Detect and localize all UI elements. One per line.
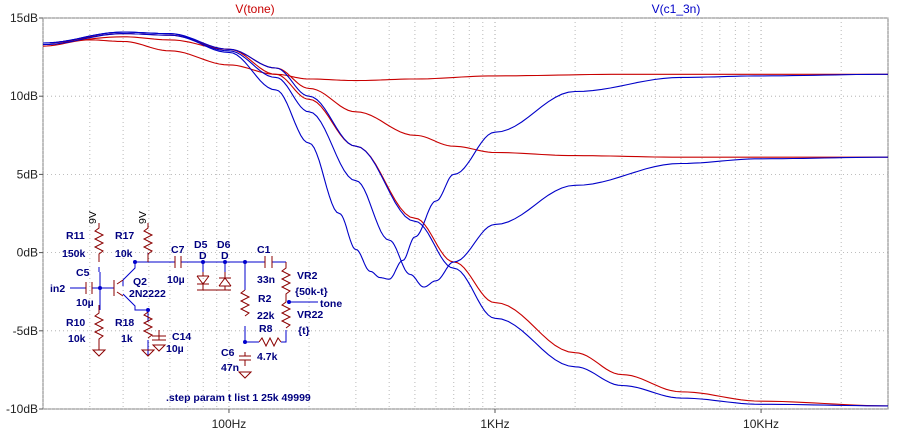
vr2-value: {50k-t} [295, 286, 328, 298]
node [201, 260, 205, 264]
node [98, 286, 102, 290]
r2-value: 22k [257, 310, 275, 322]
ground-symbols [91, 289, 253, 379]
trace-blue-low[interactable] [42, 31, 889, 407]
c1-label: C1 [257, 244, 271, 256]
x-tick-label: 1KHz [480, 417, 509, 431]
d5-value: D [199, 250, 207, 262]
r17-label: R17 [115, 230, 134, 242]
trace-red-flat-high[interactable] [42, 39, 888, 82]
c7-label: C7 [171, 244, 185, 256]
c6-label: C6 [221, 347, 235, 359]
node [287, 300, 291, 304]
r10-value: 10k [68, 333, 86, 345]
r11-supply: 9V [87, 211, 99, 224]
legend-tone[interactable]: V(tone) [235, 2, 274, 16]
resistor-r8 [258, 336, 282, 348]
resistor-r17 [142, 223, 154, 262]
capacitor-c14 [152, 330, 166, 341]
d6-value: D [221, 250, 229, 262]
r2-label: R2 [258, 293, 272, 305]
d5-label: D5 [194, 239, 208, 251]
r8-value: 4.7k [257, 351, 278, 363]
transistor-q2 [113, 279, 124, 297]
capacitor-c6 [239, 352, 251, 366]
trace-red-mid[interactable] [42, 36, 888, 158]
y-tick-label: 5dB [17, 167, 38, 181]
x-tick-label: 10KHz [743, 417, 779, 431]
r11-value: 150k [62, 248, 86, 260]
d6-label: D6 [217, 239, 231, 251]
c1-value: 33n [257, 274, 275, 286]
tone-label: tone [320, 298, 342, 310]
input-label: in2 [50, 283, 65, 295]
node [223, 260, 227, 264]
y-tick-label: 10dB [10, 89, 38, 103]
y-tick-label: -5dB [13, 324, 38, 338]
r18-label: R18 [115, 317, 134, 329]
c14-label: C14 [172, 331, 191, 343]
plot-frame [42, 17, 889, 410]
legend-c1-3n[interactable]: V(c1_3n) [652, 2, 701, 16]
capacitor-c1 [264, 256, 273, 268]
r8-label: R8 [259, 323, 273, 335]
pot-vr2-vr22 [280, 262, 292, 329]
q2-label: Q2 [133, 276, 147, 288]
resistor-r18 [142, 311, 154, 339]
node [146, 308, 150, 312]
resistor-r11 [93, 223, 105, 262]
x-tick-label: 100Hz [212, 417, 247, 431]
node [243, 260, 247, 264]
c5-label: C5 [76, 267, 90, 279]
capacitor-c7 [174, 256, 182, 268]
q2-value: 2N2222 [129, 288, 166, 300]
resistor-r10 [93, 305, 105, 350]
capacitor-c5 [85, 282, 93, 294]
y-tick-label: 15dB [10, 11, 38, 25]
r18-value: 1k [121, 333, 133, 345]
node [133, 260, 137, 264]
r10-label: R10 [66, 317, 85, 329]
traces[interactable] [42, 31, 889, 407]
trace-blue-mid[interactable] [42, 33, 888, 288]
axis-ticks: 15dB 10dB 5dB 0dB -5dB -10dB 100Hz 1KHz 10KHz [6, 11, 779, 431]
r11-label: R11 [66, 230, 85, 242]
step-directive[interactable]: .step param t list 1 25k 49999 [166, 392, 311, 404]
diode-d6 [218, 272, 232, 290]
diode-d5 [196, 272, 210, 290]
node [243, 340, 247, 344]
c14-value: 10µ [166, 343, 184, 355]
r17-supply: 9V [137, 211, 149, 224]
vr2-label: VR2 [297, 270, 318, 282]
y-tick-label: -10dB [6, 402, 38, 416]
c5-value: 10µ [76, 297, 94, 309]
schematic: 9V 9V R11 150k R17 10k C5 in2 10µ Q2 2N2… [50, 211, 342, 404]
y-tick-label: 0dB [17, 246, 38, 260]
r17-value: 10k [115, 248, 133, 260]
vr22-value: {t} [298, 325, 310, 337]
trace-blue-high[interactable] [42, 31, 888, 280]
resistor-r2 [239, 289, 251, 317]
vr22-label: VR22 [297, 309, 323, 321]
c6-value: 47n [221, 362, 239, 374]
grid [42, 17, 889, 410]
c7-value: 10µ [167, 274, 185, 286]
